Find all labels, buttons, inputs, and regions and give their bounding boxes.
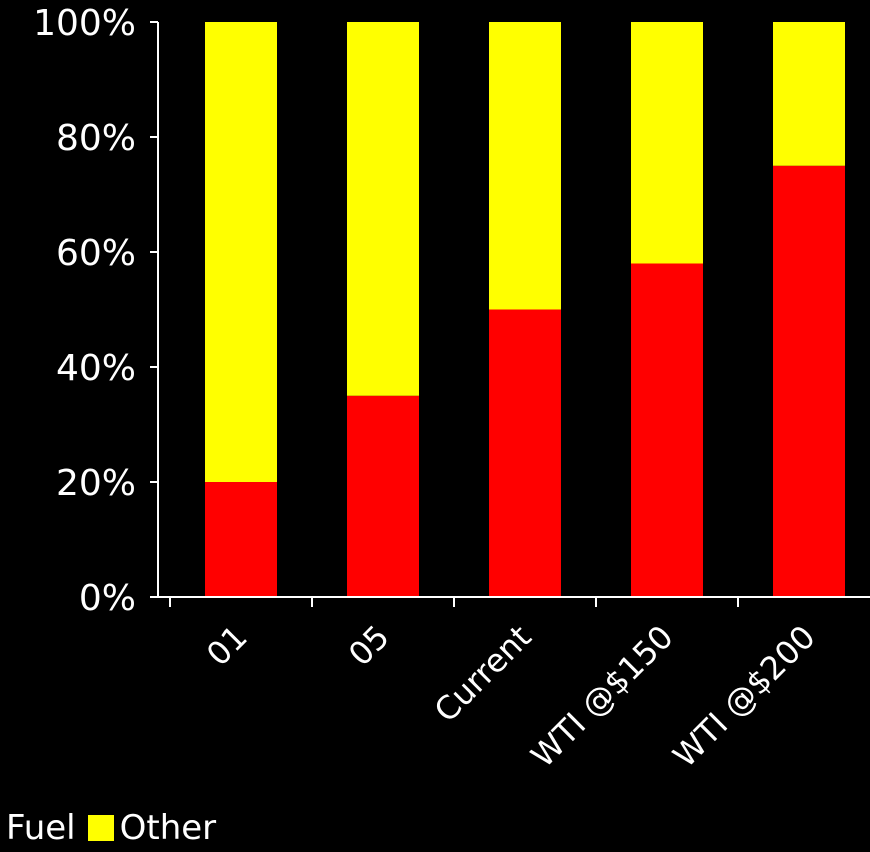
- bar-fuel-1: [347, 395, 419, 597]
- y-tick-label: 40%: [56, 348, 136, 389]
- legend-label-fuel: Fuel: [6, 808, 76, 848]
- x-category-label: 05: [341, 618, 397, 674]
- bar-fuel-3: [631, 263, 703, 597]
- x-category-label: Current: [427, 618, 539, 730]
- bar-other-3: [631, 22, 703, 264]
- bars-group: [205, 22, 845, 597]
- bar-fuel-4: [773, 165, 845, 597]
- legend-label-other: Other: [119, 808, 217, 848]
- y-axis: 0% 20% 40% 60% 80% 100%: [33, 3, 159, 619]
- x-category-label: WTI @$150: [524, 618, 681, 775]
- legend: Fuel Other: [6, 808, 216, 848]
- bar-other-0: [205, 22, 277, 482]
- y-tick-label: 100%: [33, 3, 136, 44]
- bar-other-4: [773, 22, 845, 166]
- legend-item-fuel: Fuel: [6, 808, 76, 848]
- y-tick-label: 60%: [56, 233, 136, 274]
- legend-item-other: Other: [76, 808, 217, 848]
- x-category-label: 01: [199, 618, 255, 674]
- y-tick-label: 80%: [56, 118, 136, 159]
- legend-swatch-other: [87, 815, 114, 841]
- x-category-label: WTI @$200: [666, 618, 823, 775]
- bar-fuel-0: [205, 482, 277, 597]
- y-tick-label: 0%: [79, 578, 136, 619]
- y-tick-label: 20%: [56, 463, 136, 504]
- bar-fuel-2: [489, 309, 561, 597]
- bar-other-1: [347, 22, 419, 396]
- bar-other-2: [489, 22, 561, 310]
